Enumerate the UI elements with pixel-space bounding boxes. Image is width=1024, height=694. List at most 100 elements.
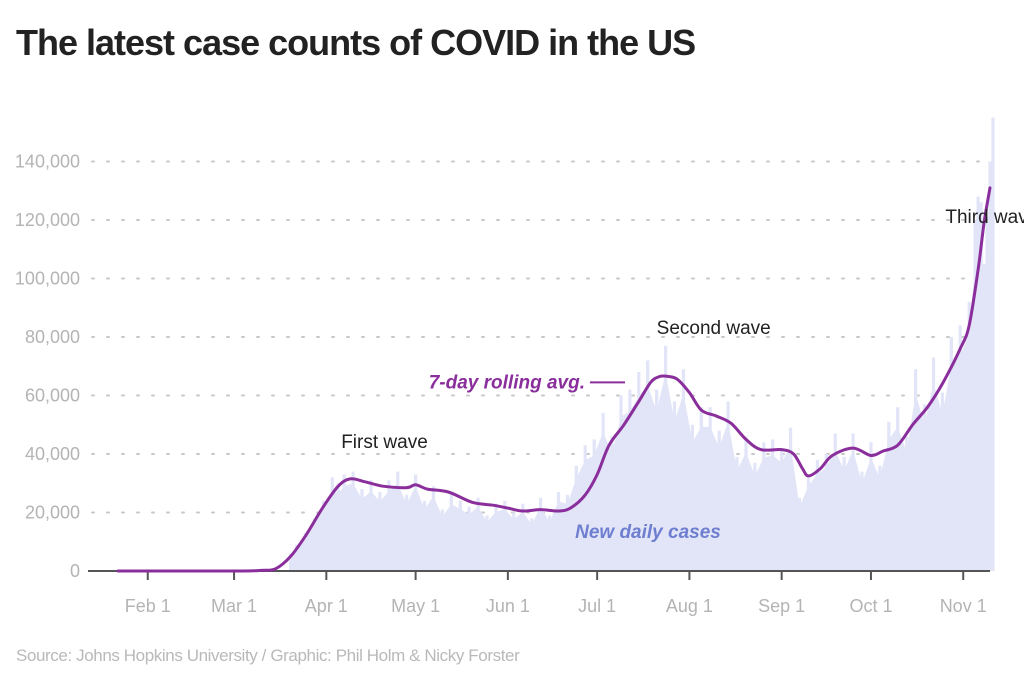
daily-case-bar [824,454,828,571]
daily-case-bar [699,407,703,571]
daily-case-bar [303,533,308,571]
daily-case-bar [991,117,995,571]
daily-case-bar [681,369,686,571]
daily-case-bar [655,389,659,571]
covid-cases-chart: 0 20,000 40,000 60,000 80,000 100,000 120,000 1… [15,117,1024,616]
daily-case-bar [295,544,299,571]
y-tick-label: 0 [70,561,80,581]
daily-case-bar [574,465,578,571]
daily-case-bar [610,436,614,571]
daily-case-bar [414,474,418,571]
daily-case-bar [735,456,739,571]
daily-case-bar [931,357,936,571]
daily-case-bar [530,518,534,571]
daily-case-bar [878,465,882,571]
y-tick-label: 80,000 [25,327,80,347]
y-axis-ticks: 0 20,000 40,000 60,000 80,000 100,000 120,000 1… [15,152,80,582]
daily-case-bar [503,500,507,571]
wave-annotation: Second wave [657,318,771,339]
daily-case-bar [664,345,668,571]
daily-case-bar [351,471,355,571]
daily-case-bar [547,515,552,571]
daily-case-bar [440,509,444,571]
daily-case-bar [321,500,325,571]
daily-case-bar [556,492,561,571]
daily-case-bar [387,480,391,571]
daily-case-bar [842,456,846,571]
daily-case-bar [744,436,748,571]
daily-case-bar [467,506,471,571]
daily-cases-label: New daily cases [575,522,721,543]
daily-case-bar [851,433,855,571]
daily-case-bar [753,462,757,571]
daily-case-bar [869,442,873,571]
daily-case-bar [958,325,962,571]
y-tick-label: 60,000 [25,386,80,406]
daily-case-bar [485,515,489,571]
daily-case-bar [672,401,677,571]
daily-case-bar [988,161,992,571]
wave-annotation: First wave [341,432,428,453]
daily-case-bar [896,407,900,571]
daily-case-bar [431,486,436,571]
daily-case-bar [583,445,587,571]
daily-case-bar [628,389,632,571]
daily-case-bar [449,494,453,571]
x-tick-label: Aug 1 [666,596,713,616]
daily-case-bar [369,480,373,571]
daily-case-bar [619,395,623,571]
daily-case-bar [521,503,525,571]
x-tick-label: Feb 1 [125,596,171,616]
x-tick-label: Mar 1 [211,596,257,616]
daily-cases-bars [289,117,995,572]
daily-case-bar [494,503,498,571]
daily-case-bar [342,474,346,571]
x-tick-label: Apr 1 [305,596,348,616]
x-tick-label: May 1 [391,596,440,616]
gridlines [91,160,991,514]
daily-case-bar [717,430,721,571]
daily-case-bar [789,427,793,571]
daily-case-bar [690,424,694,572]
daily-case-bar [646,360,650,571]
x-tick-label: Oct 1 [849,596,892,616]
daily-case-bar [914,369,918,571]
daily-case-bar [860,471,864,571]
daily-case-bar [967,301,971,571]
daily-case-bar [797,497,802,571]
y-tick-label: 120,000 [15,210,80,230]
daily-case-bar [360,489,364,571]
daily-case-bar [289,553,293,571]
daily-case-bar [771,439,775,571]
x-tick-label: Jul 1 [578,596,616,616]
daily-case-bar [949,337,953,571]
daily-case-bar [565,494,569,571]
daily-case-bar [922,404,927,571]
daily-case-bar [637,372,641,571]
daily-case-bar [976,196,980,571]
daily-case-bar [539,497,543,571]
daily-case-bar [806,474,811,571]
x-axis-ticks: Feb 1 Mar 1 Apr 1 May 1 Jun 1 Jul 1 Aug 1 Sep 1… [125,571,987,616]
rolling-average-label: 7-day rolling avg. [429,372,585,393]
daily-case-bar [979,202,983,571]
daily-case-bar [905,436,909,571]
daily-case-bar [378,492,382,571]
daily-case-bar [887,421,891,571]
daily-case-bar [780,448,784,571]
daily-case-bar [973,220,977,571]
daily-case-bar [458,500,462,571]
x-tick-label: Nov 1 [940,596,987,616]
daily-case-bar [330,477,334,571]
daily-case-bar [592,439,596,571]
y-tick-label: 20,000 [25,503,80,523]
daily-case-bar [726,401,730,571]
daily-case-bar [982,263,986,571]
daily-case-bar [512,512,516,571]
y-tick-label: 40,000 [25,444,80,464]
daily-case-bar [312,518,316,571]
daily-case-bar [336,483,340,572]
daily-case-bar [422,500,427,571]
wave-annotations: First wave Second wave Third wave [341,207,1024,453]
wave-annotation: Third wave [945,207,1024,228]
